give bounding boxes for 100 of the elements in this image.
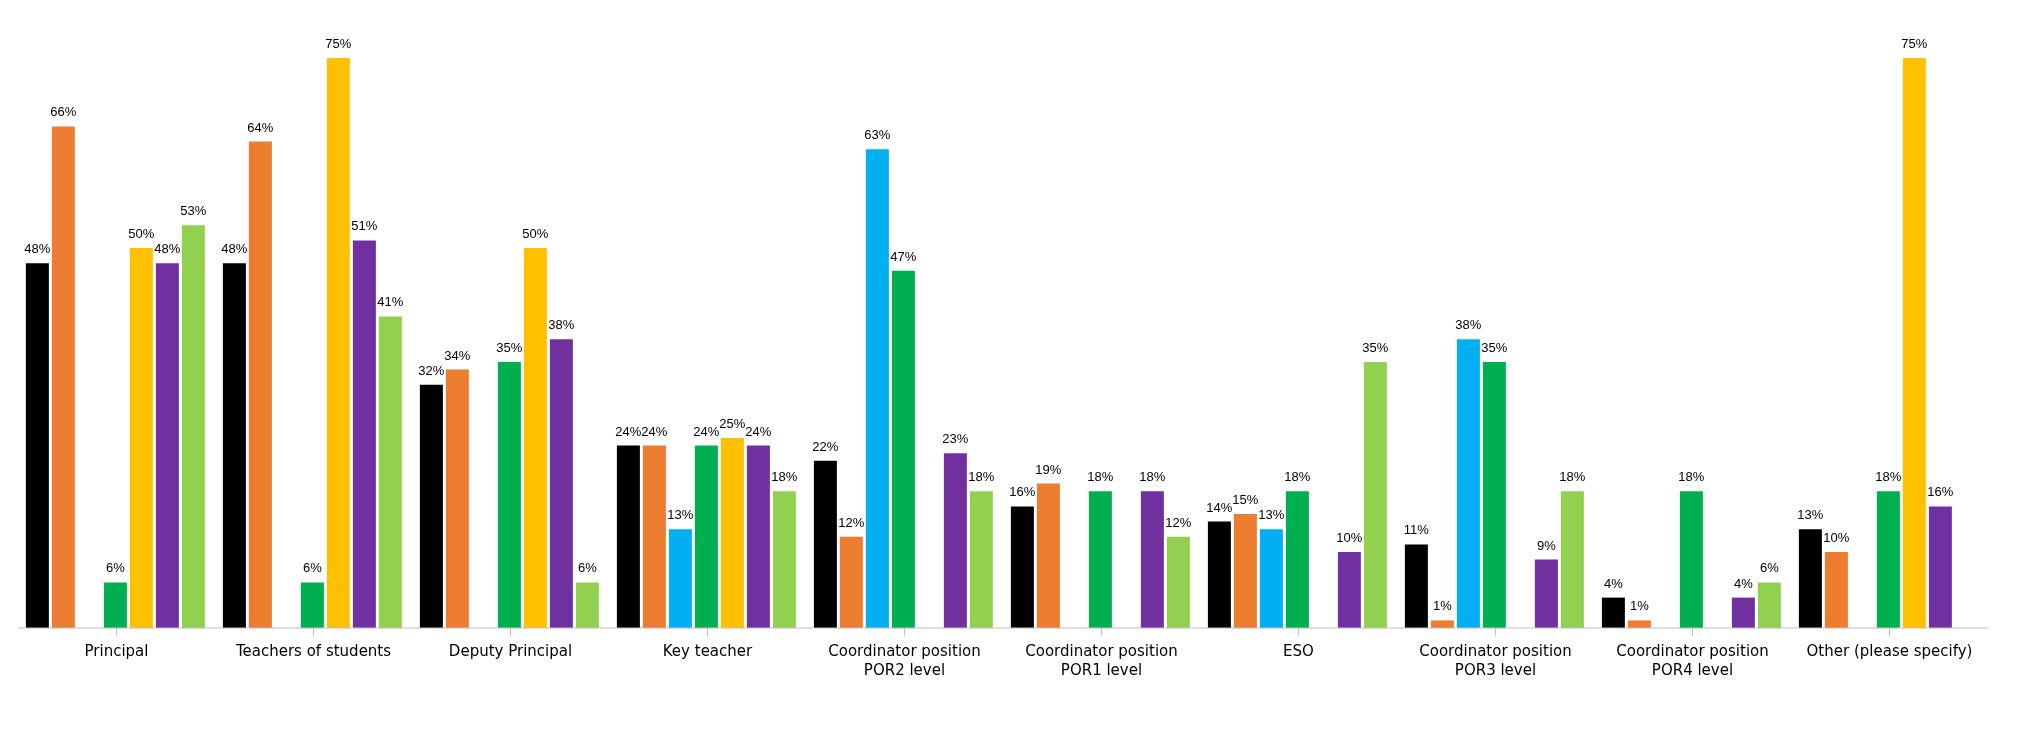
data-label: 1% [1629, 598, 1650, 614]
data-label: 38% [1455, 317, 1482, 333]
data-label: 25% [719, 416, 746, 431]
data-label: 14% [1206, 499, 1233, 515]
bar [1404, 544, 1428, 628]
x-tick-label: ESO [1283, 642, 1314, 660]
bar [445, 369, 469, 628]
bar [865, 149, 889, 628]
data-label: 64% [247, 119, 274, 135]
bar [813, 460, 837, 628]
bar [222, 263, 246, 628]
data-label: 12% [838, 514, 865, 530]
bar [1166, 536, 1190, 628]
bar [575, 582, 599, 628]
data-label: 13% [1797, 507, 1824, 523]
data-label: 19% [1035, 461, 1062, 477]
data-label: 24% [745, 423, 772, 439]
data-label: 48% [221, 241, 248, 257]
data-label: 48% [154, 241, 181, 257]
x-tick-label: Coordinator position POR2 level [828, 642, 981, 679]
data-label: 53% [180, 203, 207, 219]
data-label: 18% [1139, 469, 1166, 485]
x-tick-label: Coordinator position POR1 level [1025, 642, 1178, 679]
data-label: 35% [1362, 340, 1389, 355]
data-label: 10% [1336, 530, 1363, 545]
bar [300, 582, 324, 628]
bar [891, 270, 915, 628]
bar [1757, 582, 1781, 628]
bar [839, 536, 863, 628]
bar [1430, 620, 1454, 628]
data-label: 66% [50, 104, 77, 120]
data-label: 51% [351, 218, 378, 234]
bar [25, 263, 49, 628]
data-label: 24% [641, 423, 668, 439]
bar [352, 240, 376, 628]
bar [1798, 529, 1822, 628]
bar [523, 248, 547, 628]
bar [549, 339, 573, 628]
data-label: 1% [1432, 598, 1453, 614]
data-label: 6% [105, 560, 126, 576]
data-label: 13% [667, 507, 694, 523]
bar [969, 491, 993, 628]
x-tick-label: Teachers of students [234, 642, 392, 660]
bar [181, 225, 205, 628]
data-label: 10% [1823, 530, 1850, 545]
data-label: 15% [1232, 492, 1259, 507]
x-tick-label: Deputy Principal [448, 642, 573, 660]
data-label: 9% [1536, 537, 1557, 553]
data-label: 22% [812, 438, 839, 454]
bar [1534, 559, 1558, 628]
x-tick-label: Coordinator position POR4 level [1616, 642, 1769, 679]
bar [720, 438, 744, 628]
data-label: 16% [1927, 484, 1954, 500]
data-label: 6% [1759, 560, 1780, 576]
bar [1285, 491, 1309, 628]
data-label: 18% [968, 469, 995, 485]
bar [1679, 491, 1703, 628]
data-label: 18% [771, 469, 798, 485]
data-label: 4% [1733, 575, 1754, 591]
bar [326, 58, 350, 628]
bar [694, 445, 718, 628]
data-label: 50% [128, 226, 155, 241]
data-label: 63% [864, 127, 891, 143]
data-label: 41% [377, 294, 404, 310]
bar [1363, 362, 1387, 628]
bar [1876, 491, 1900, 628]
data-label: 13% [1258, 507, 1285, 523]
bar [1731, 597, 1755, 628]
bar [1601, 597, 1625, 628]
data-label: 18% [1559, 469, 1586, 485]
bar [1259, 529, 1283, 628]
bar [1627, 620, 1651, 628]
data-label: 35% [1481, 340, 1508, 355]
bar [103, 582, 127, 628]
data-label: 23% [942, 431, 969, 447]
bar [129, 248, 153, 628]
data-label: 18% [1087, 469, 1114, 485]
data-label: 6% [302, 560, 323, 576]
data-label: 75% [1901, 36, 1928, 51]
bar [1456, 339, 1480, 628]
data-label: 6% [577, 560, 598, 576]
data-label: 75% [325, 36, 352, 51]
bar [1140, 491, 1164, 628]
bar [1088, 491, 1112, 628]
bar [1928, 506, 1952, 628]
bar [1337, 552, 1361, 628]
data-label: 38% [548, 317, 575, 333]
data-label: 35% [496, 340, 523, 355]
data-label: 34% [444, 347, 471, 363]
bar [1560, 491, 1584, 628]
bar [746, 445, 770, 628]
data-label: 24% [615, 423, 642, 439]
data-label: 12% [1165, 514, 1192, 530]
bar [642, 445, 666, 628]
bar [668, 529, 692, 628]
data-label: 47% [890, 248, 917, 264]
x-tick-label: Other (please specify) [1806, 642, 1973, 660]
bar [378, 316, 402, 628]
data-label: 18% [1678, 469, 1705, 485]
bar [1902, 58, 1926, 628]
